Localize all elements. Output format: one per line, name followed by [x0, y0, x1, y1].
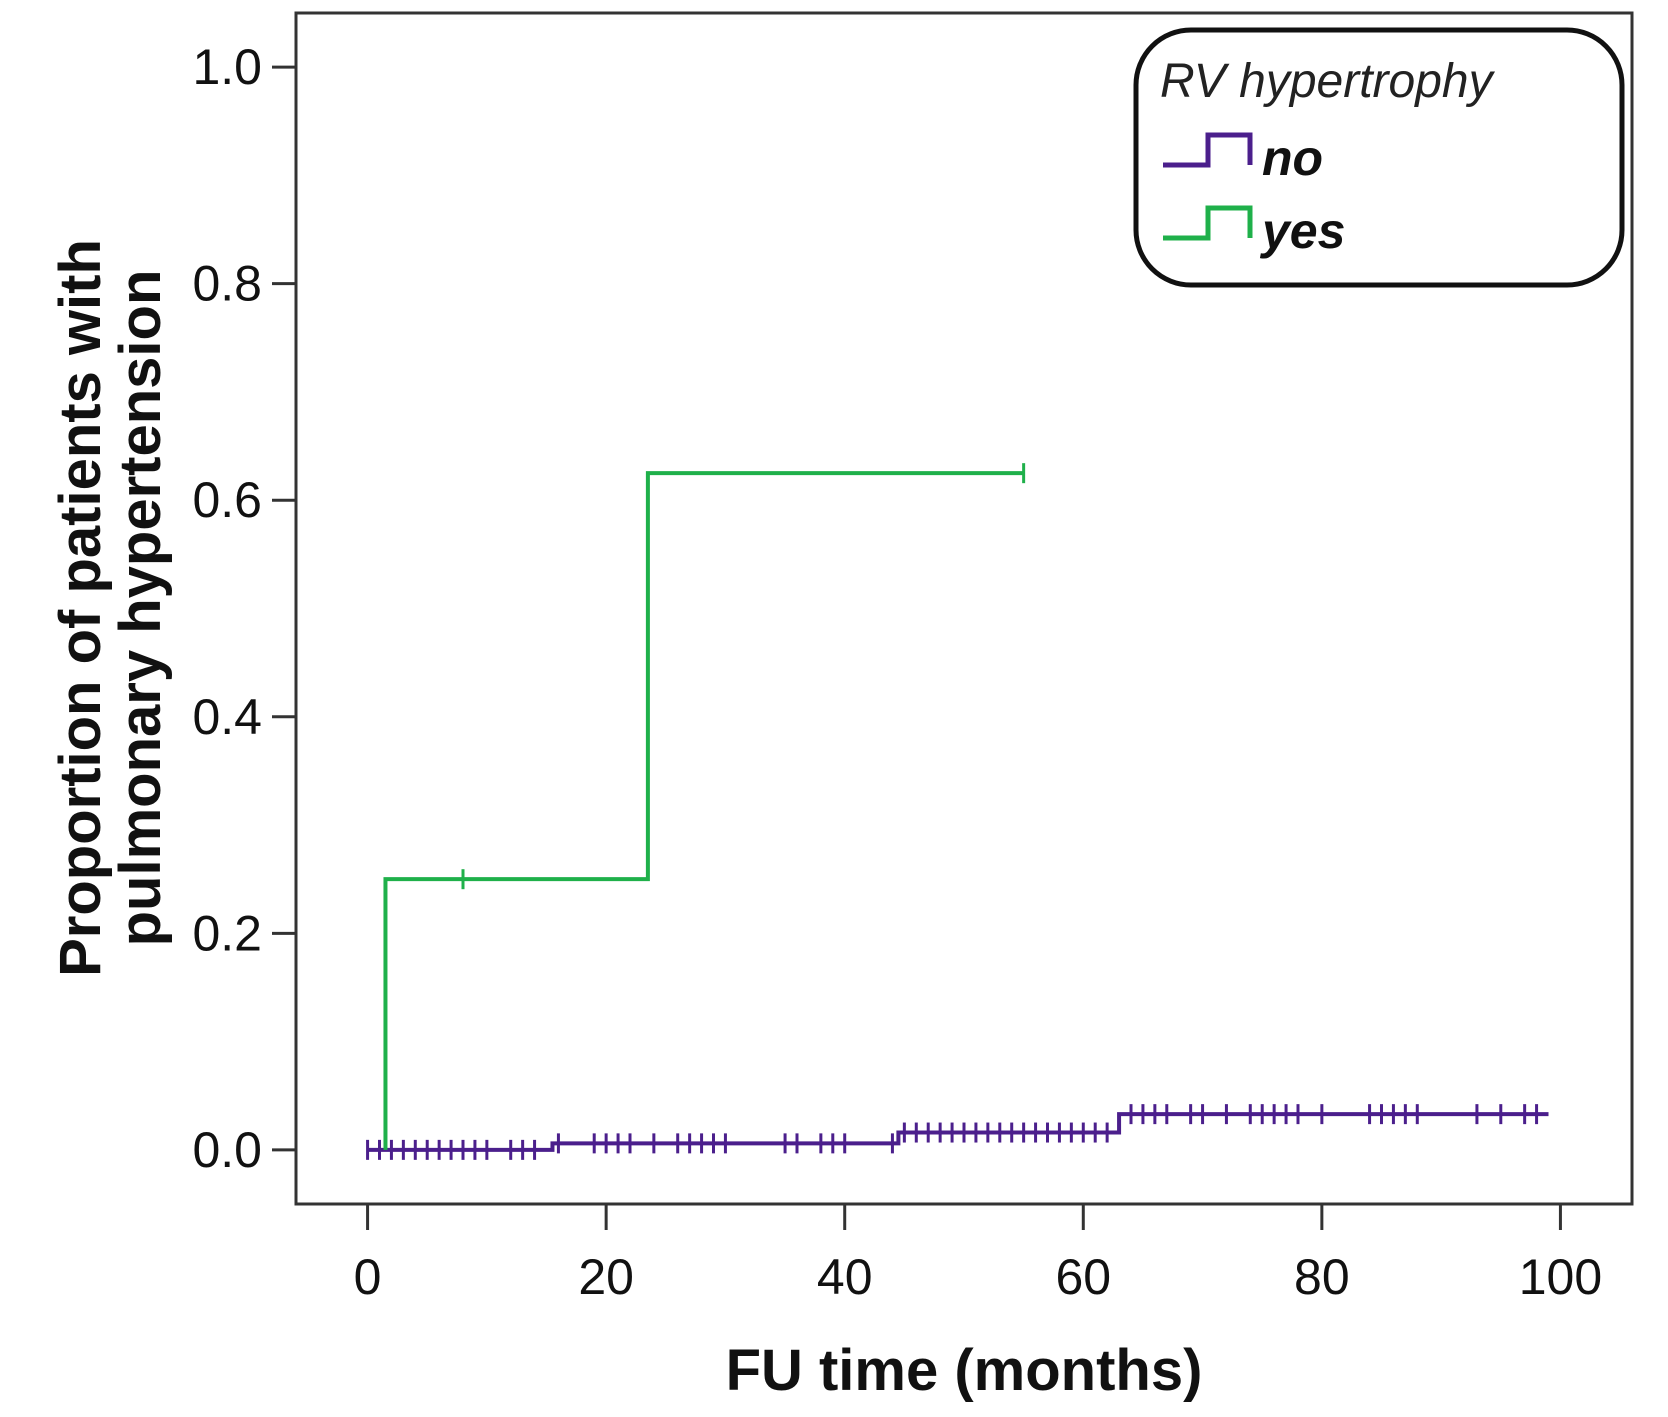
- y-tick-label: 0.2: [192, 905, 262, 961]
- series-line-no: [367, 1112, 1549, 1152]
- y-axis-title-line-2: pulmonary hypertension: [108, 270, 173, 947]
- y-axis-title-line-1: Proportion of patients with: [48, 239, 113, 977]
- legend: RV hypertrophy no yes: [1133, 27, 1625, 288]
- series-yes: [383, 463, 1026, 1150]
- x-tick-label: 60: [1055, 1249, 1111, 1305]
- x-tick-label: 100: [1519, 1249, 1602, 1305]
- legend-title: RV hypertrophy: [1160, 55, 1496, 108]
- x-tick-label: 20: [578, 1249, 634, 1305]
- legend-swatch-yes: [1163, 205, 1253, 241]
- plot-frame: [294, 11, 1634, 1206]
- legend-label-yes: yes: [1259, 203, 1345, 259]
- legend-box: [1133, 27, 1625, 288]
- y-tick-label: 0.0: [192, 1122, 262, 1178]
- x-tick-label: 0: [354, 1249, 382, 1305]
- x-tick-label: 40: [817, 1249, 873, 1305]
- x-tick-label: 80: [1294, 1249, 1350, 1305]
- x-axis: 0 20 40 60 80 100: [354, 1204, 1602, 1305]
- y-tick-label: 1.0: [192, 39, 262, 95]
- legend-swatch-no: [1163, 132, 1253, 168]
- series-layer: [366, 463, 1549, 1160]
- x-axis-title: FU time (months): [726, 1338, 1203, 1403]
- y-tick-label: 0.4: [192, 689, 262, 745]
- y-tick-label: 0.6: [192, 472, 262, 528]
- series-line-yes: [383, 471, 1024, 1150]
- series-no: [366, 1104, 1549, 1160]
- y-axis: 0.0 0.2 0.4 0.6 0.8 1.0: [192, 39, 296, 1178]
- y-tick-label: 0.8: [192, 256, 262, 312]
- legend-label-no: no: [1262, 130, 1323, 186]
